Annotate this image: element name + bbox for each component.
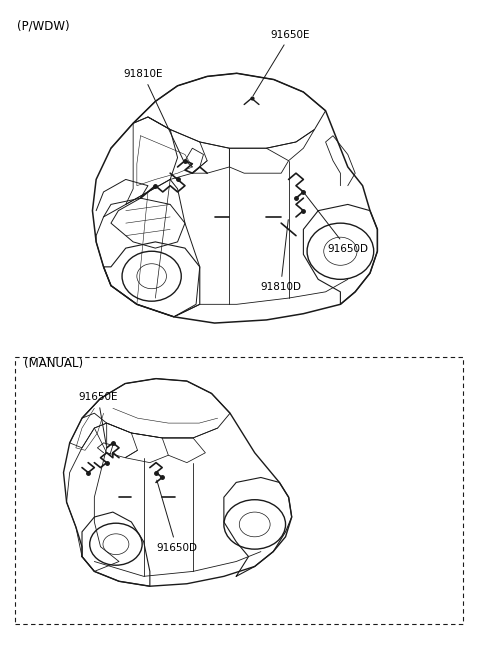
Text: (MANUAL): (MANUAL) [24,358,83,370]
Text: (P/WDW): (P/WDW) [17,19,70,32]
Text: 91650E: 91650E [253,30,310,96]
Text: 91810D: 91810D [260,220,301,292]
Text: 91810E: 91810E [123,70,184,161]
Bar [14,358,463,624]
Text: 91650D: 91650D [305,194,368,254]
Text: 91650D: 91650D [156,480,197,552]
Text: 91650E: 91650E [78,392,118,445]
